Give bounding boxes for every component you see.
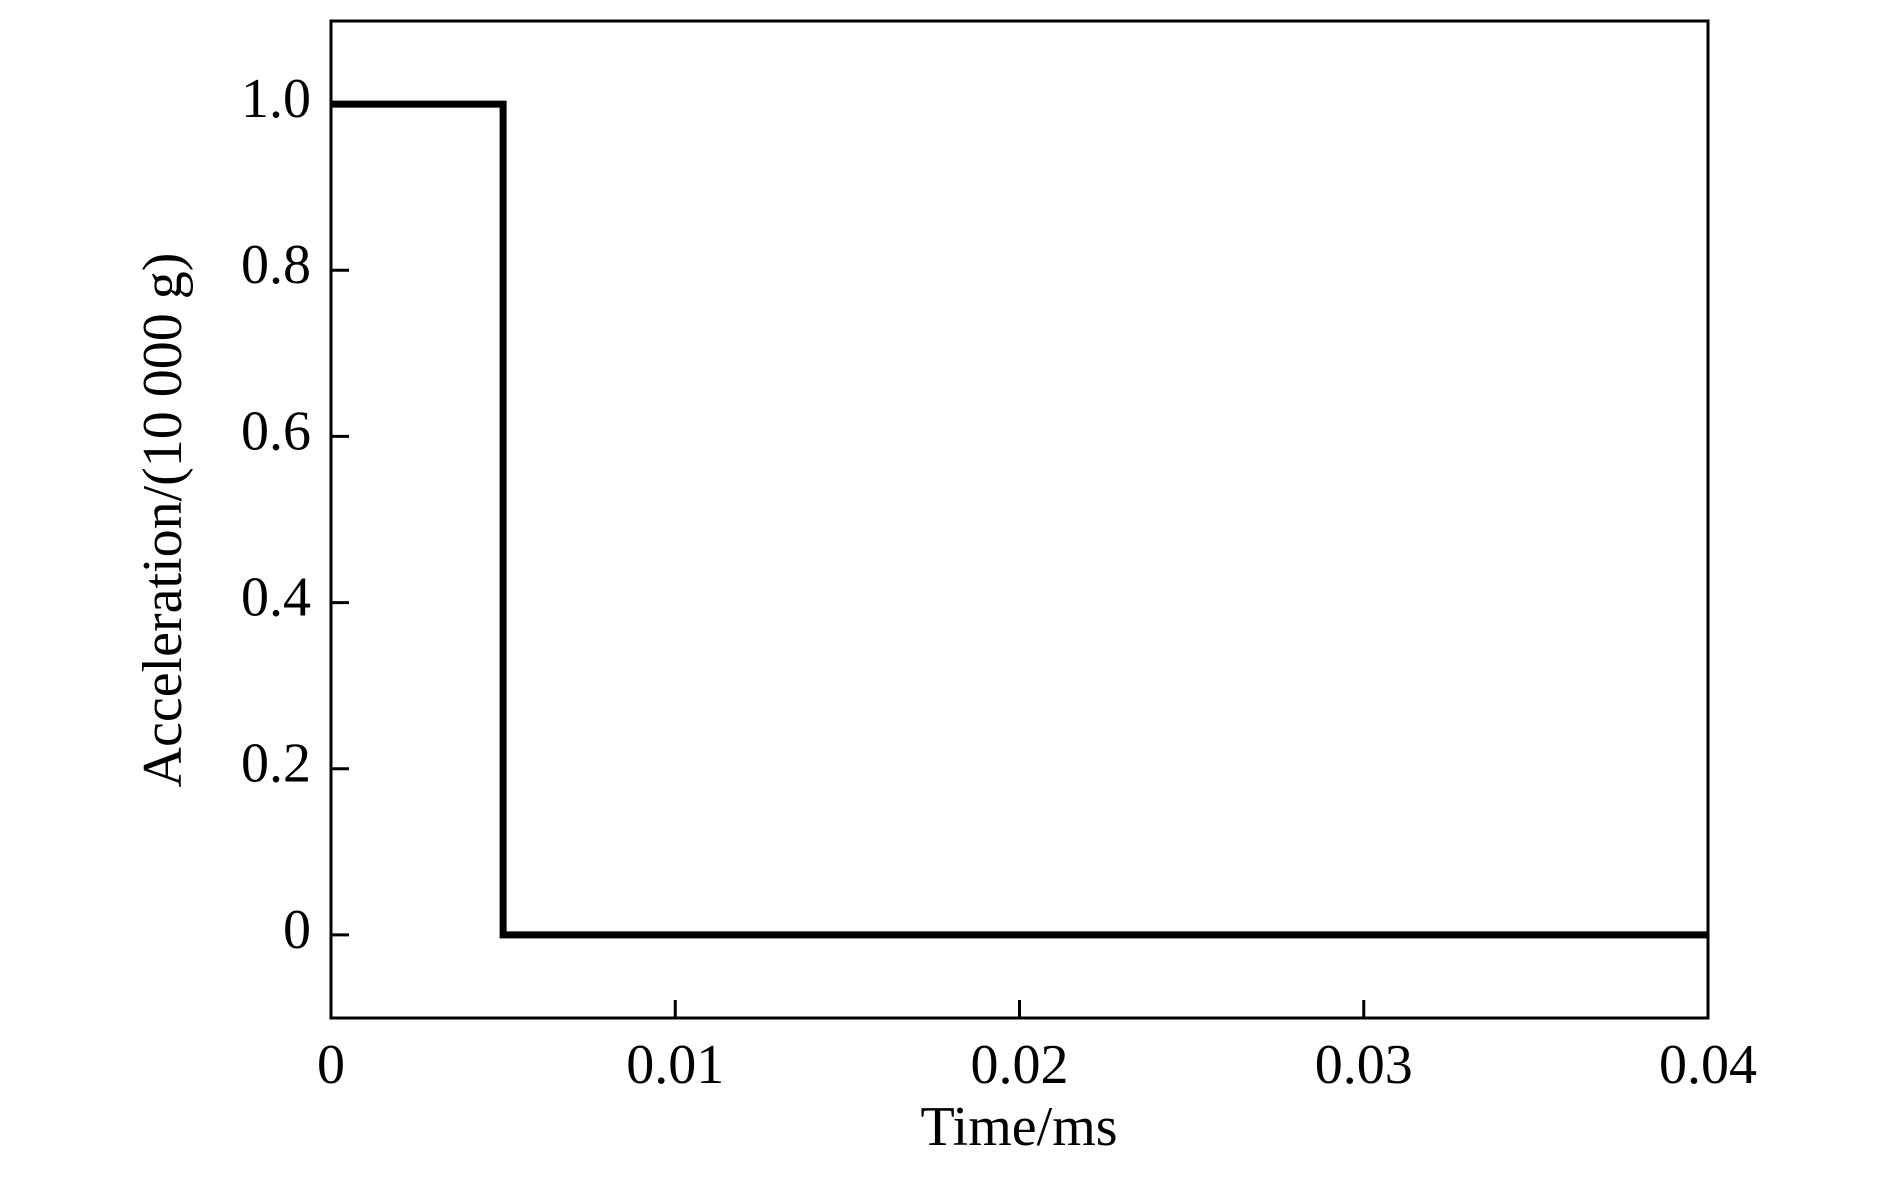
plot-frame: [329, 19, 1710, 1020]
y-tick-label: 0: [283, 899, 311, 961]
y-tick-label: 1.0: [241, 68, 311, 130]
data-line: [331, 100, 1708, 939]
y-axis-label: Acceleration/(10 000 g): [132, 253, 194, 788]
x-tick-label: 0.04: [1659, 1034, 1757, 1096]
y-tick-label: 0.4: [241, 566, 311, 628]
y-tick-label: 0.8: [241, 234, 311, 296]
x-tick-label: 0.01: [626, 1034, 724, 1096]
x-axis-label: Time/ms: [920, 1096, 1117, 1158]
x-tick-label: 0: [317, 1034, 345, 1096]
x-tick-label: 0.03: [1315, 1034, 1413, 1096]
x-tick-label: 0.02: [971, 1034, 1069, 1096]
y-tick-label: 0.6: [241, 400, 311, 462]
y-tick-label: 0.2: [241, 733, 311, 795]
